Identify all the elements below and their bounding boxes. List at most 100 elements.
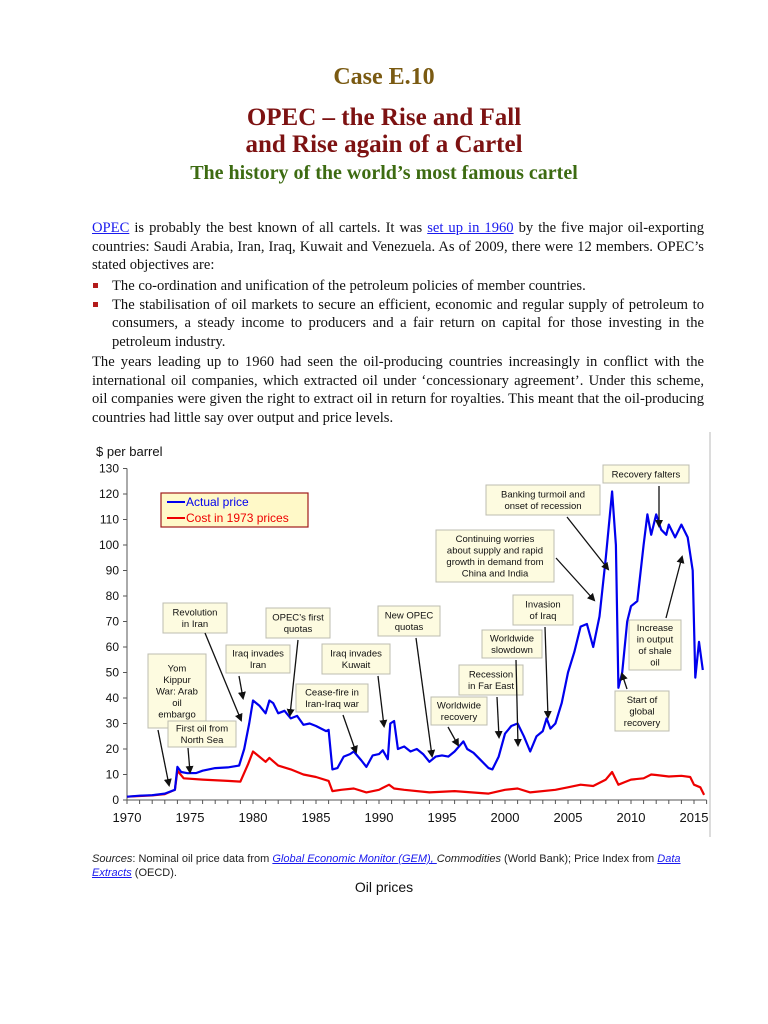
annotation-text: Kuwait [342,660,371,671]
annotation-text: Iraq invades [232,649,284,660]
y-tick-label: 70 [106,615,120,629]
annotation-box [628,619,682,671]
page-subtitle: The history of the world’s most famous c… [190,162,578,184]
setup-1960-link[interactable]: set up in 1960 [427,220,514,236]
actual-price-line [126,490,704,798]
annotation-box [377,605,441,637]
x-tick-label: 1975 [176,810,205,825]
annotation-box [430,696,488,726]
annotation-box [147,653,207,729]
annotation-text: in Far East [468,681,514,692]
sources-text: Commodities [436,853,501,865]
annotation-text: Invasion [525,600,560,611]
intro-paragraph: OPEC is probably the best known of all c… [92,219,704,275]
y-tick-label: 60 [106,640,120,654]
annotation-text: in output [637,635,674,646]
objective-text: The co-ordination and unification of the… [112,278,586,294]
intro-text-2: by the five major oil-exporting countrie… [92,220,705,273]
annotation-text: Continuing worries [456,534,535,545]
annotation-text: oil [172,698,182,709]
y-tick-label: 50 [106,666,120,680]
case-number: Case E.10 [333,64,435,90]
annotation-arrow-icon [494,696,503,739]
annotation-box [167,720,237,748]
annotation-text: onset of recession [504,501,581,512]
data-extracts-link[interactable]: Data Extracts [92,853,681,879]
bullet-square-icon [93,301,98,307]
annotation-box [512,594,574,626]
annotation-box [602,464,690,484]
annotation-box [614,690,670,732]
x-tick-label: 2000 [491,810,520,825]
annotation-text: recovery [624,718,661,729]
legend-label: Actual price [186,495,249,509]
annotation-arrow-icon [157,729,172,787]
annotation-arrow-icon [342,714,358,754]
annotation-text: Recovery falters [612,469,681,480]
page-title: OPEC – the Rise and Fall and Rise again … [0,104,768,158]
y-tick-label: 120 [99,487,119,501]
y-tick-label: 30 [106,717,120,731]
real-price-line [126,750,706,798]
objective-item: The stabilisation of oil markets to secu… [92,296,704,352]
annotation-text: global [629,706,654,717]
x-tick-label: 1990 [365,810,394,825]
annotation-text: Iran-Iraq war [305,699,359,710]
annotation-text: North Sea [181,735,224,746]
annotation-text: Worldwide [437,701,481,712]
annotation-text: Start of [627,695,658,706]
chart-canvas: $ per barrel 0 10 20 30 40 50 60 70 80 90 100 110 120… [96,444,708,825]
annotation-text: Revolution [173,608,218,619]
y-tick-label: 0 [112,793,119,807]
sources-note: Sources: Nominal oil price data from Glo… [92,852,712,880]
annotation-text: Yom [168,663,187,674]
y-tick-label: 90 [106,564,120,578]
annotation-arrow-icon [543,626,552,719]
annotation-arrow-icon [665,555,685,619]
history-paragraph: The years leading up to 1960 had seen th… [92,354,704,426]
title-line-1: OPEC – the Rise and Fall [246,104,522,131]
x-tick-label: 1980 [239,810,268,825]
annotation-box [481,629,543,659]
title-line-2: and Rise again of a Cartel [245,131,523,158]
annotation-text: about supply and rapid [447,546,543,557]
objective-text: The stabilisation of oil markets to secu… [112,296,704,350]
annotation-arrow-icon [377,675,388,728]
annotation-text: in Iran [182,619,208,630]
annotation-text: China and India [462,569,529,580]
x-tick-label: 1985 [302,810,331,825]
gem-link[interactable]: Global Economic Monitor (GEM), [272,853,437,865]
annotation-arrow-icon [555,557,596,602]
y-tick-label: 130 [99,462,119,476]
annotation-text: of Iraq [530,611,557,622]
x-tick-label: 2010 [617,810,646,825]
annotation-text: quotas [395,622,424,633]
annotation-arrow-icon [237,675,246,700]
annotation-text: Worldwide [490,634,534,645]
y-axis-label: $ per barrel [96,444,163,459]
annotation-text: War: Arab [156,686,198,697]
annotation-box [321,643,391,675]
annotation-text: recovery [441,712,478,723]
annotation-text: Cease-fire in [305,688,359,699]
chart-border-line [709,432,711,837]
annotation-text: growth in demand from [446,557,543,568]
bullet-square-icon [93,283,98,288]
legend-label: Cost in 1973 prices [186,511,289,525]
y-tick-label: 110 [100,513,119,527]
annotation-text: Recession [469,670,513,681]
y-tick-label: 20 [106,742,120,756]
annotation-text: Iran [250,660,266,671]
annotation-arrow-icon [620,672,628,690]
annotation-text: of shale [638,646,671,657]
x-tick-label: 2005 [554,810,583,825]
annotation-box [458,664,524,696]
x-tick-label: 1995 [428,810,457,825]
x-tick-label: 1970 [113,810,142,825]
annotation-box [265,607,331,639]
opec-link[interactable]: OPEC [92,220,130,236]
y-tick-label: 10 [106,768,120,782]
annotation-box [295,683,369,713]
annotation-text: quotas [284,624,313,635]
annotation-text: Kippur [163,675,190,686]
